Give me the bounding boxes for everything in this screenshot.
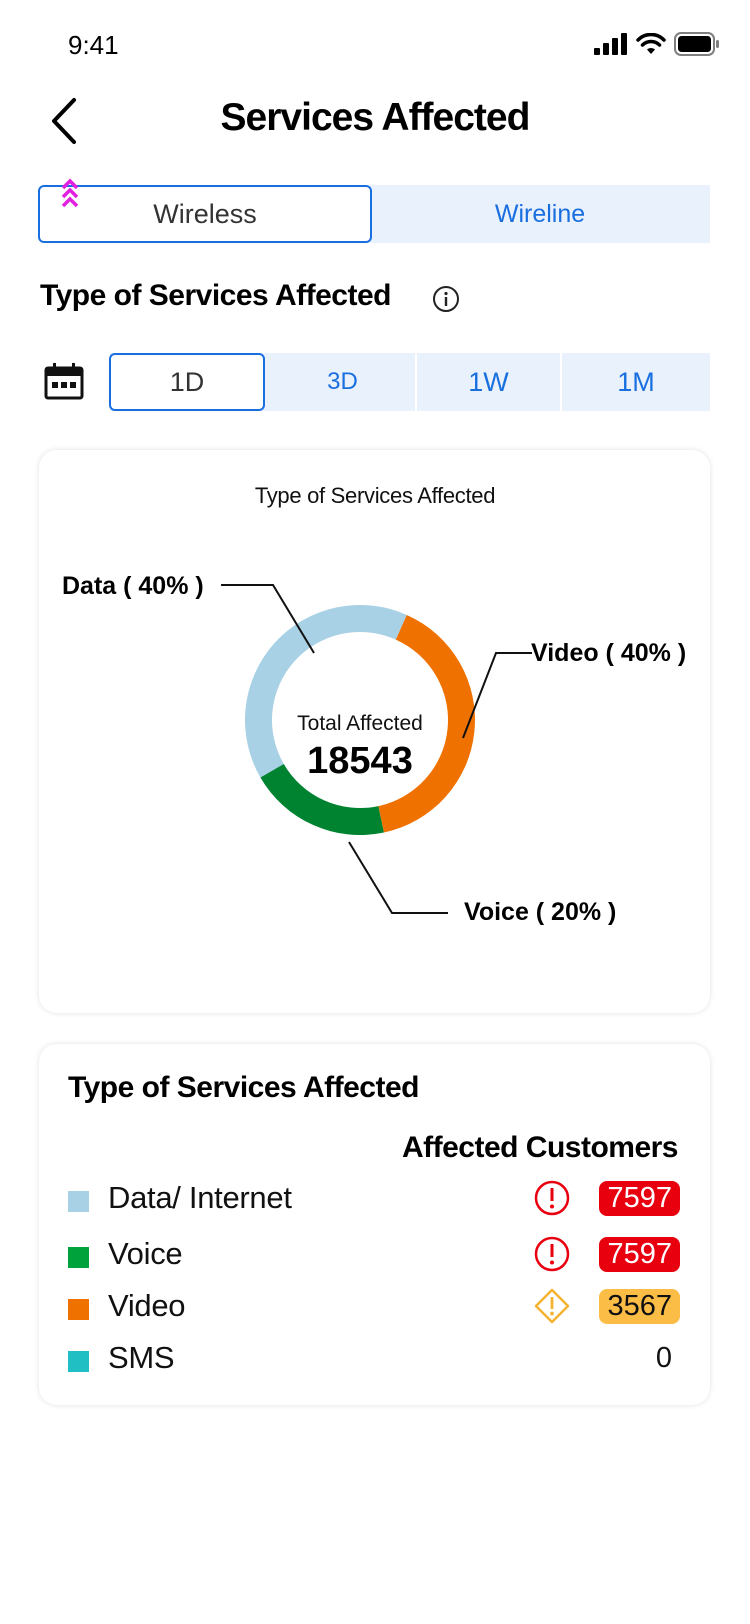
row-label: Video <box>108 1288 186 1323</box>
table-row[interactable]: Voice 7597 <box>68 1236 680 1276</box>
period-1d[interactable]: 1D <box>109 353 265 411</box>
period-divider <box>415 353 417 411</box>
slice-label-data: Data ( 40% ) <box>62 572 204 600</box>
legend-swatch <box>68 1191 89 1212</box>
table-row[interactable]: Data/ Internet 7597 <box>68 1180 680 1220</box>
period-1m[interactable]: 1M <box>617 366 655 397</box>
status-icons <box>594 32 720 56</box>
slice-label-video: Video ( 40% ) <box>531 639 686 667</box>
tab-wireless[interactable]: Wireless <box>38 185 372 243</box>
period-divider <box>560 353 562 411</box>
legend-swatch <box>68 1299 89 1320</box>
leader-line-video <box>462 652 532 739</box>
table-row[interactable]: Video 3567 <box>68 1288 680 1328</box>
tab-wireline[interactable]: Wireline <box>370 185 710 243</box>
back-chevron-icon[interactable] <box>44 96 84 146</box>
section-heading: Type of Services Affected <box>40 279 391 312</box>
alert-circle-icon <box>534 1180 570 1216</box>
affected-count-badge: 7597 <box>599 1181 680 1216</box>
donut-slice-voice <box>260 764 384 835</box>
chart-card <box>39 450 710 1013</box>
donut-chart: Total Affected 18543 Data ( 40% ) Video … <box>62 572 686 926</box>
row-label: SMS <box>108 1340 175 1375</box>
leader-line-data <box>221 584 315 654</box>
calendar-icon[interactable] <box>44 362 84 400</box>
period-3d[interactable]: 3D <box>327 368 358 395</box>
alert-diamond-icon <box>534 1288 570 1324</box>
status-time: 9:41 <box>68 30 119 60</box>
row-label: Voice <box>108 1236 183 1271</box>
page-title: Services Affected <box>220 96 531 139</box>
battery-icon <box>674 32 719 56</box>
donut-slice-video <box>378 614 475 833</box>
chart-center-label: Total Affected <box>297 712 423 735</box>
period-1w[interactable]: 1W <box>468 366 509 397</box>
affected-count-badge: 3567 <box>599 1289 680 1324</box>
table-row[interactable]: SMS 0 <box>68 1340 680 1380</box>
slice-label-voice: Voice ( 20% ) <box>464 898 616 926</box>
leader-line-voice <box>348 841 448 914</box>
donut-slice-data <box>244 605 407 778</box>
legend-swatch <box>68 1247 89 1268</box>
wifi-icon <box>636 33 666 54</box>
column-header-affected-customers: Affected Customers <box>401 1131 679 1164</box>
services-table-card <box>39 1044 710 1405</box>
info-icon[interactable] <box>432 285 460 313</box>
legend-swatch <box>68 1351 89 1372</box>
chart-title: Type of Services Affected <box>254 483 496 508</box>
double-chevron-up-icon <box>61 178 79 208</box>
alert-circle-icon <box>534 1236 570 1272</box>
signal-icon <box>594 33 627 55</box>
affected-count-badge: 7597 <box>599 1237 680 1272</box>
chart-center-value: 18543 <box>307 740 413 782</box>
affected-count-value: 0 <box>655 1342 672 1374</box>
table-title: Type of Services Affected <box>68 1071 419 1104</box>
row-label: Data/ Internet <box>108 1180 292 1215</box>
